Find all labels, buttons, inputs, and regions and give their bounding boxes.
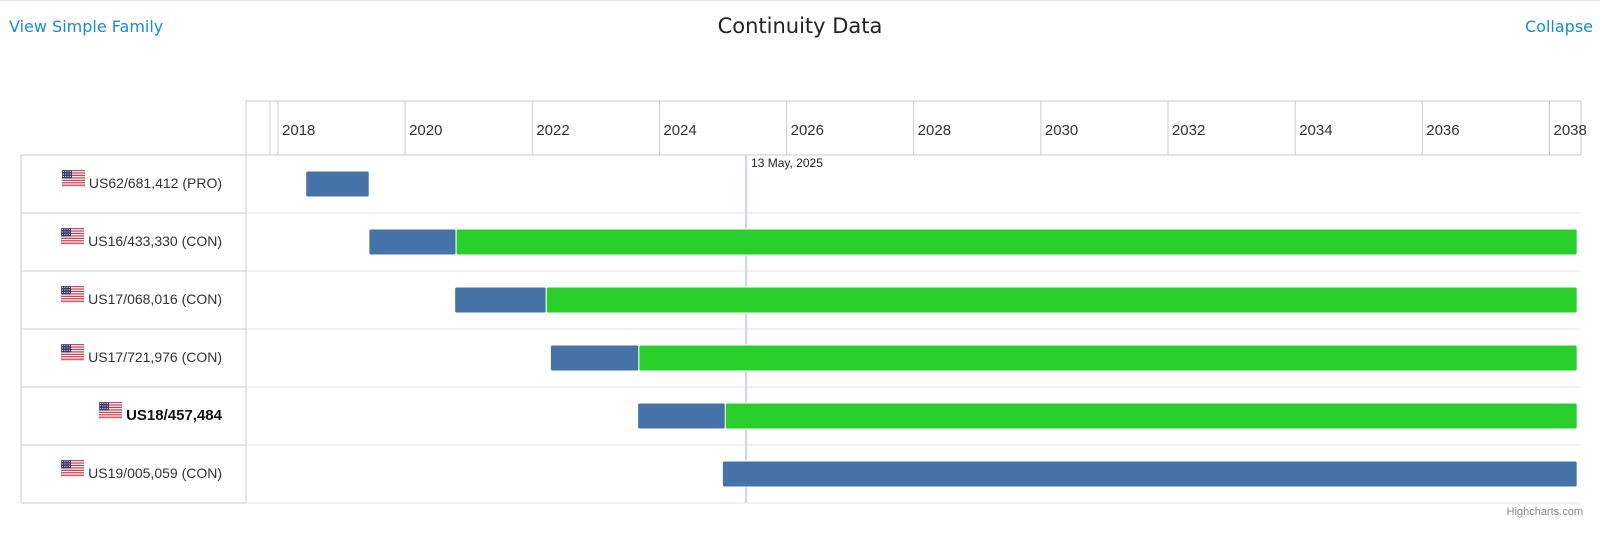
collapse-link[interactable]: Collapse [1525,17,1593,36]
view-simple-family-link[interactable]: View Simple Family [9,17,164,36]
row-label[interactable]: US18/457,484 [126,407,222,424]
page-title: Continuity Data [717,14,883,38]
pending-bar [549,344,640,372]
granted-bar [545,286,1578,314]
pending-bar [368,228,457,256]
granted-bar [724,402,1578,430]
pending-bar [454,286,547,314]
year-tick-label: 2024 [663,122,696,139]
granted-bar [455,228,1578,256]
year-tick-label: 2034 [1299,122,1332,139]
us-flag-icon [61,228,85,245]
year-tick-label: 2018 [282,122,315,139]
row-label[interactable]: US16/433,330 (CON) [88,233,222,249]
pending-bar [721,460,1578,488]
row-label[interactable]: US17/068,016 (CON) [88,291,222,307]
top-divider [0,0,1600,1]
row-label[interactable]: US62/681,412 (PRO) [88,175,222,191]
year-tick-label: 2020 [409,122,442,139]
year-tick-label: 2028 [918,122,951,139]
row-label[interactable]: US19/005,059 (CON) [88,465,222,481]
us-flag-icon [61,286,85,303]
year-tick-label: 2038 [1553,122,1586,139]
us-flag-icon [61,170,85,187]
year-tick-label: 2030 [1045,122,1078,139]
pending-bar [637,402,726,430]
granted-bar [638,344,1578,372]
us-flag-icon [61,460,85,477]
pending-bar [305,170,370,198]
year-tick-label: 2022 [536,122,569,139]
year-tick-label: 2032 [1172,122,1205,139]
year-tick-label: 2026 [791,122,824,139]
year-tick-label: 2036 [1426,122,1459,139]
current-date-label: 13 May, 2025 [751,156,823,170]
us-flag-icon [99,402,123,419]
highcharts-credits[interactable]: Highcharts.com [1506,506,1583,518]
row-label[interactable]: US17/721,976 (CON) [88,349,222,365]
us-flag-icon [61,344,85,361]
